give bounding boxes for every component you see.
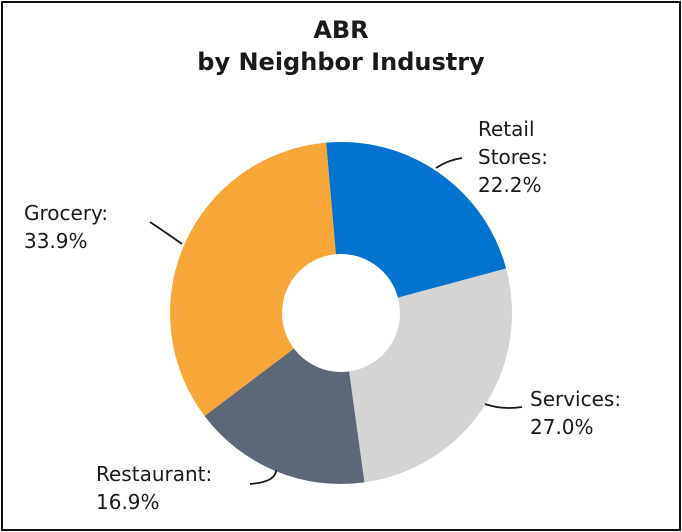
chart-title: ABR by Neighbor Industry (0, 14, 682, 78)
leader-line (249, 469, 277, 485)
leader-line (149, 221, 183, 245)
donut-hole (282, 254, 400, 372)
leader-lines (149, 157, 523, 485)
slice-label: Grocery: 33.9% (24, 201, 108, 253)
leader-line (484, 403, 523, 409)
slice-label: Restaurant: 16.9% (96, 462, 212, 514)
chart-title-line1: ABR (313, 16, 369, 44)
slice-labels: Retail Stores: 22.2% Services: 27.0% Restaura… (24, 117, 621, 514)
chart-subtitle: by Neighbor Industry (197, 48, 485, 76)
slice-label: Retail Stores: 22.2% (478, 117, 548, 197)
slice-grocery (170, 142, 341, 417)
slice-label: Services: 27.0% (530, 387, 621, 439)
leader-line (435, 157, 463, 169)
